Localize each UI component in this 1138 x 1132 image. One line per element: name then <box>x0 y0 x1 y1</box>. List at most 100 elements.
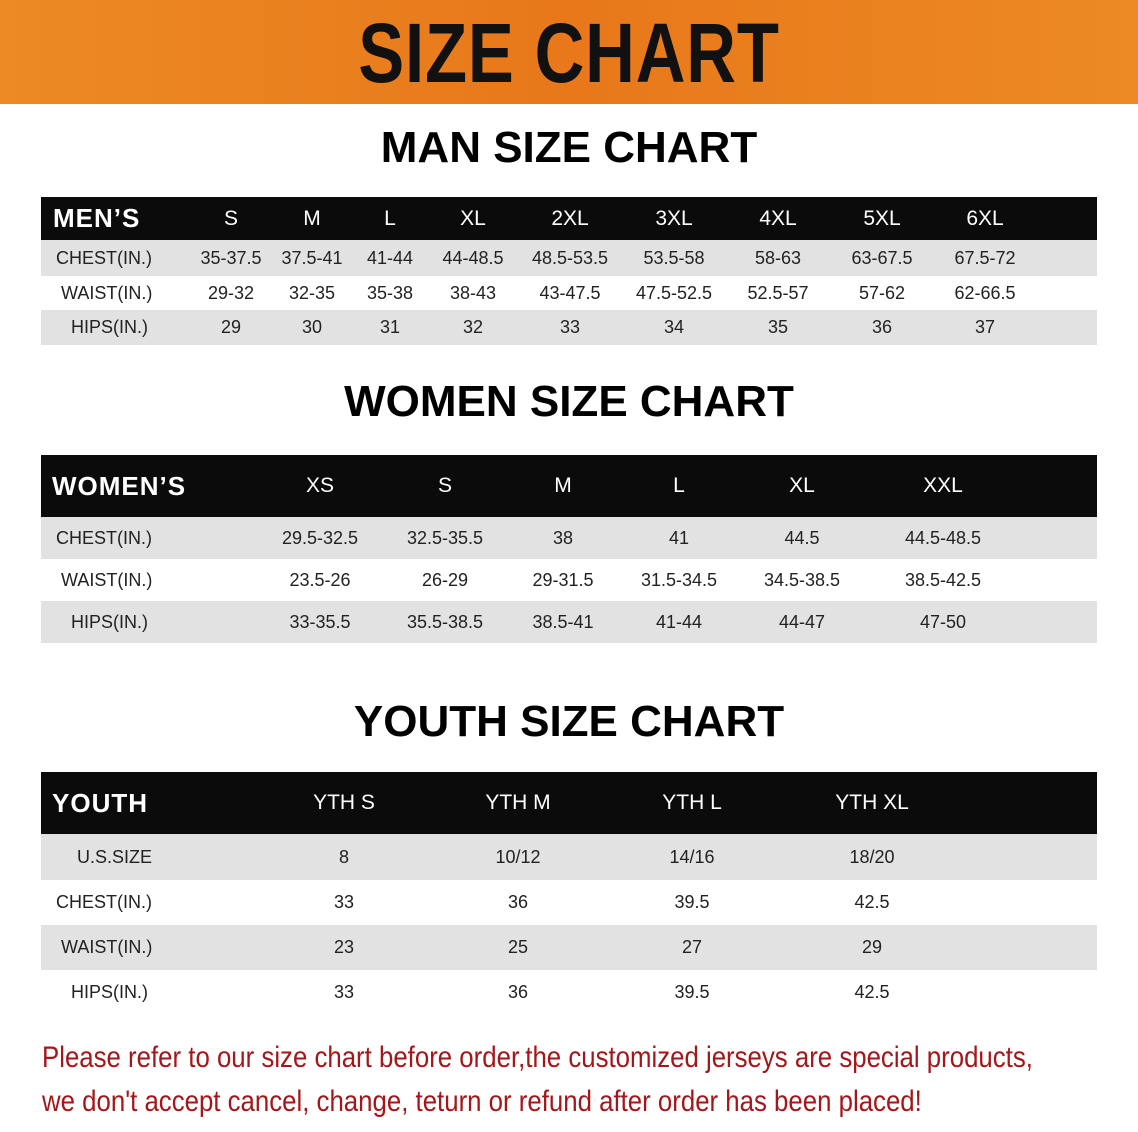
measurement-value: 47.5-52.5 <box>635 282 713 303</box>
measurement-value: 30 <box>301 317 323 337</box>
men-section-title: MAN SIZE CHART <box>380 123 758 172</box>
women-table-row: CHEST(IN.) 29.5-32.5 32.5-35.5 38 41 44.5 44.5… <box>41 517 1097 559</box>
measurement-value: 35-38 <box>366 282 414 303</box>
size-header-cell: XS <box>305 474 335 497</box>
measurement-value: 39.5 <box>674 982 710 1002</box>
women-header-label: WOMEN’S <box>52 470 187 501</box>
measurement-value: 42.5 <box>854 982 890 1002</box>
measurement-value: 33 <box>559 317 581 337</box>
measurement-value: 35-37.5 <box>200 247 262 268</box>
size-header-cell: L <box>673 474 685 497</box>
size-header-cell: 2XL <box>551 206 589 230</box>
women-section-title: WOMEN SIZE CHART <box>344 377 794 426</box>
measurement-value: 29 <box>220 317 242 337</box>
measurement-value: 47-50 <box>919 611 967 632</box>
size-header-cell: XL <box>460 206 486 230</box>
measurement-value: 32.5-35.5 <box>406 527 484 548</box>
size-header-cell: YTH L <box>662 791 722 814</box>
size-header-cell: YTH M <box>485 791 551 814</box>
measurement-value: 67.5-72 <box>954 247 1016 268</box>
measurement-value: 33-35.5 <box>289 611 351 632</box>
measurement-value: 41 <box>668 527 690 548</box>
measurement-value: 44.5-48.5 <box>904 527 982 548</box>
size-header-cell: S <box>223 206 239 230</box>
measurement-value: 32 <box>462 317 484 337</box>
measurement-value: 27 <box>681 937 703 957</box>
measurement-value: 41-44 <box>655 611 703 632</box>
measurement-value: 43-47.5 <box>539 282 601 303</box>
size-header-cell: L <box>384 206 396 230</box>
women-size-table: WOMEN’S XS S M L XL XXL CHEST(IN.) 29.5-32.5 32.5… <box>41 455 1097 644</box>
measurement-value: 52.5-57 <box>747 282 809 303</box>
measurement-label: CHEST(IN.) <box>56 247 152 268</box>
measurement-value: 26-29 <box>421 569 469 590</box>
women-table-row: HIPS(IN.) 33-35.5 35.5-38.5 38.5-41 41-44 44-… <box>41 601 1097 643</box>
banner: SIZE CHART <box>0 0 1138 104</box>
size-header-cell: XL <box>789 474 815 497</box>
size-header-cell: XXL <box>923 474 963 497</box>
measurement-value: 33 <box>333 982 355 1002</box>
measurement-value: 38-43 <box>449 282 497 303</box>
measurement-value: 41-44 <box>366 247 414 268</box>
men-table-row: WAIST(IN.) 29-32 32-35 35-38 38-43 43-47.5 47.… <box>41 276 1097 310</box>
measurement-label: WAIST(IN.) <box>61 569 153 590</box>
men-header-row: MEN’S S M L XL 2XL 3XL 4XL 5XL 6XL <box>41 197 1097 240</box>
men-header-label: MEN’S <box>53 203 141 233</box>
measurement-value: 29 <box>861 937 883 957</box>
size-header-cell: S <box>437 474 453 497</box>
size-header-cell: 5XL <box>863 206 901 230</box>
measurement-label: HIPS(IN.) <box>71 982 149 1002</box>
youth-table-row: U.S.SIZE 8 10/12 14/16 18/20 <box>41 834 1097 880</box>
measurement-value: 36 <box>507 892 529 912</box>
size-header-cell: 3XL <box>655 206 693 230</box>
measurement-value: 10/12 <box>495 846 541 867</box>
measurement-value: 34 <box>663 317 685 337</box>
size-header-cell: M <box>554 474 572 497</box>
measurement-value: 38.5-41 <box>532 611 594 632</box>
measurement-value: 42.5 <box>854 892 890 912</box>
measurement-value: 35.5-38.5 <box>406 611 484 632</box>
measurement-value: 38 <box>552 527 574 548</box>
measurement-value: 23 <box>333 937 355 957</box>
measurement-value: 34.5-38.5 <box>763 569 841 590</box>
youth-section-title: YOUTH SIZE CHART <box>353 697 785 746</box>
measurement-value: 57-62 <box>858 282 906 303</box>
youth-size-table: YOUTH YTH S YTH M YTH L YTH XL U.S.SIZE 8 10/12… <box>41 772 1097 1016</box>
measurement-label: HIPS(IN.) <box>71 611 149 632</box>
measurement-value: 44-47 <box>778 611 826 632</box>
measurement-value: 53.5-58 <box>643 247 705 268</box>
notice-line-2: we don't accept cancel, change, teturn o… <box>42 1085 922 1118</box>
size-header-cell: YTH S <box>313 791 375 814</box>
measurement-value: 29-31.5 <box>532 569 594 590</box>
measurement-value: 44.5 <box>784 527 820 548</box>
banner-title: SIZE CHART <box>358 6 780 100</box>
measurement-value: 31 <box>379 317 401 337</box>
measurement-label: CHEST(IN.) <box>56 892 152 912</box>
measurement-value: 44-48.5 <box>442 247 504 268</box>
measurement-value: 33 <box>333 892 355 912</box>
men-size-table: MEN’S S M L XL 2XL 3XL 4XL 5XL 6XL CHEST(IN.) 35-37… <box>41 197 1097 346</box>
measurement-value: 58-63 <box>754 247 802 268</box>
measurement-value: 29.5-32.5 <box>281 527 359 548</box>
youth-header-label: YOUTH <box>52 787 148 818</box>
measurement-label: CHEST(IN.) <box>56 527 152 548</box>
measurement-value: 29-32 <box>207 282 255 303</box>
measurement-label: HIPS(IN.) <box>71 317 149 337</box>
men-table-row: HIPS(IN.) 29 30 31 32 33 34 35 36 37 <box>41 310 1097 345</box>
women-header-row: WOMEN’S XS S M L XL XXL <box>41 455 1097 517</box>
measurement-value: 18/20 <box>849 846 895 867</box>
measurement-value: 37 <box>974 317 996 337</box>
measurement-value: 31.5-34.5 <box>640 569 718 590</box>
measurement-value: 36 <box>871 317 893 337</box>
measurement-value: 14/16 <box>669 846 715 867</box>
measurement-label: WAIST(IN.) <box>61 937 153 957</box>
measurement-value: 39.5 <box>674 892 710 912</box>
measurement-value: 62-66.5 <box>954 282 1016 303</box>
measurement-value: 23.5-26 <box>289 569 351 590</box>
measurement-value: 38.5-42.5 <box>904 569 982 590</box>
men-table-row: CHEST(IN.) 35-37.5 37.5-41 41-44 44-48.5 48.5… <box>41 240 1097 276</box>
measurement-value: 63-67.5 <box>851 247 913 268</box>
size-header-cell: 6XL <box>966 206 1004 230</box>
measurement-value: 25 <box>507 937 529 957</box>
measurement-value: 8 <box>338 846 350 867</box>
